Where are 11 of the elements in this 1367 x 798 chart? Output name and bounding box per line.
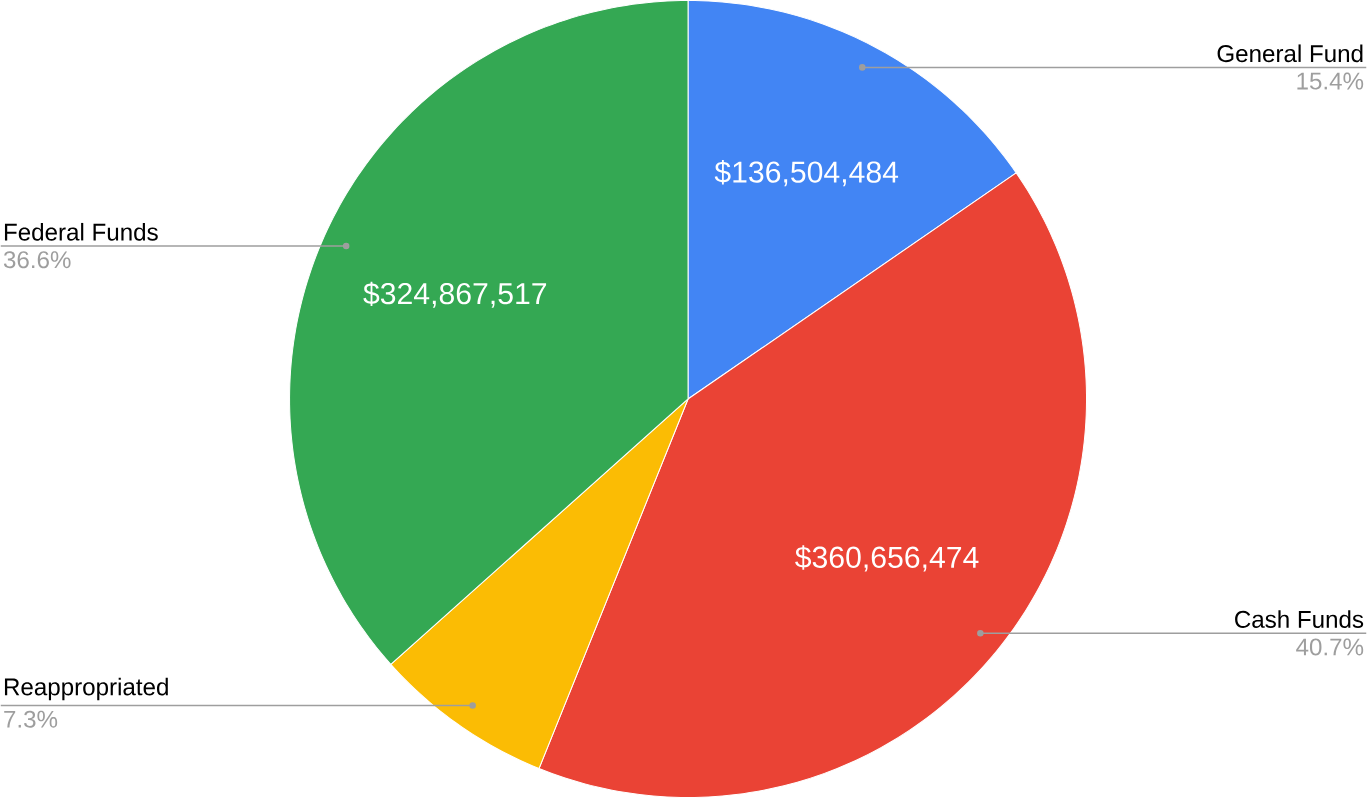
text: $136,504,484 — [714, 160, 899, 187]
slice-label: Reappropriated — [4, 677, 168, 701]
slice-label: Cash Funds — [1235, 610, 1364, 628]
data-label: 40.7% — [1296, 638, 1364, 656]
text: $324,867,517 — [363, 281, 547, 308]
slice-label: General Fund — [1217, 44, 1363, 63]
data-label: 36.6% — [3, 251, 71, 269]
slice-label: Federal Funds — [4, 222, 158, 241]
data-label: 7.3% — [4, 710, 58, 728]
text: $360,656,474 — [795, 545, 979, 572]
data-label: 15.4% — [1297, 72, 1364, 90]
